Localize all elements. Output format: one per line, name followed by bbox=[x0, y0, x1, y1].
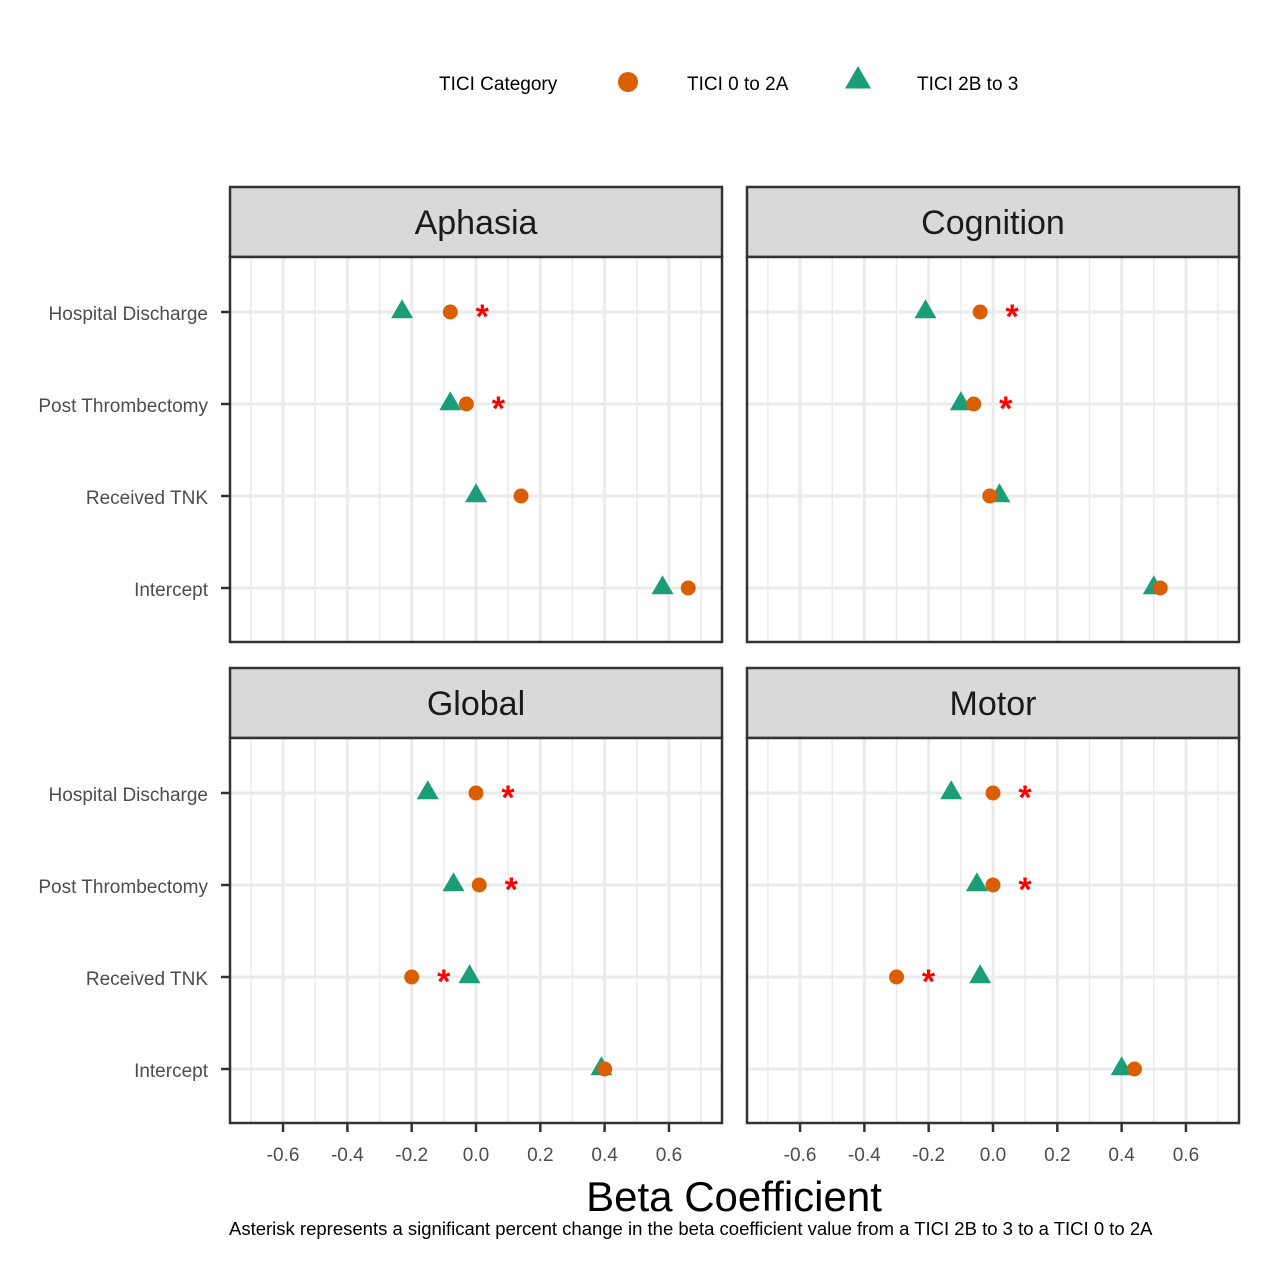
significance-asterisk: * bbox=[922, 963, 936, 1001]
y-tick-label: Received TNK bbox=[86, 969, 208, 990]
point-tici-2b-3 bbox=[914, 299, 937, 319]
panel-border bbox=[228, 255, 724, 644]
x-tick-label: 0.2 bbox=[527, 1145, 553, 1166]
panel-motor: Motor * * * -0.6 -0.4 -0.2 0.0 0.2 0.4 0.6 bbox=[745, 666, 1241, 1166]
point-tici-0-2a bbox=[985, 877, 1001, 893]
x-tick-label: -0.2 bbox=[395, 1145, 428, 1166]
legend-label-tici-2b-3: TICI 2B to 3 bbox=[917, 74, 1018, 95]
y-tick-label: Post Thrombectomy bbox=[38, 396, 208, 417]
point-tici-0-2a bbox=[889, 969, 905, 985]
legend-title: TICI Category bbox=[439, 74, 558, 95]
significance-asterisk: * bbox=[437, 963, 451, 1001]
x-tick-label: 0.0 bbox=[980, 1145, 1006, 1166]
y-tick-label: Post Thrombectomy bbox=[38, 877, 208, 898]
point-tici-0-2a bbox=[597, 1061, 613, 1077]
significance-asterisk: * bbox=[505, 871, 519, 909]
point-tici-0-2a bbox=[1126, 1061, 1142, 1077]
point-tici-0-2a bbox=[468, 785, 484, 801]
legend: TICI Category TICI 0 to 2A TICI 2B to 3 bbox=[439, 66, 1018, 95]
panel-strip bbox=[228, 185, 724, 259]
panel-cognition: Cognition * * bbox=[745, 185, 1241, 644]
x-tick-label: -0.4 bbox=[331, 1145, 364, 1166]
point-tici-2b-3 bbox=[416, 780, 439, 800]
point-tici-0-2a bbox=[680, 580, 696, 596]
x-tick-label: 0.4 bbox=[1108, 1145, 1135, 1166]
panel-strip bbox=[228, 666, 724, 740]
y-tick-label: Hospital Discharge bbox=[49, 304, 208, 325]
x-tick-label: 0.6 bbox=[656, 1145, 682, 1166]
point-tici-0-2a bbox=[404, 969, 420, 985]
panel-aphasia: Aphasia * * Hospital Discharge Post Thrombec… bbox=[38, 185, 724, 644]
y-tick-label: Intercept bbox=[134, 580, 209, 601]
panel-strip bbox=[745, 185, 1241, 259]
significance-asterisk: * bbox=[999, 390, 1013, 428]
panel-strip bbox=[745, 666, 1241, 740]
panel-border bbox=[745, 255, 1241, 644]
point-tici-0-2a bbox=[966, 396, 982, 412]
y-tick-label: Hospital Discharge bbox=[49, 785, 208, 806]
point-tici-2b-3 bbox=[940, 780, 963, 800]
point-tici-2b-3 bbox=[391, 299, 414, 319]
x-tick-label: -0.6 bbox=[267, 1145, 300, 1166]
legend-circle-icon bbox=[618, 72, 638, 92]
point-tici-2b-3 bbox=[439, 391, 462, 411]
point-tici-0-2a bbox=[471, 877, 487, 893]
point-tici-2b-3 bbox=[442, 872, 465, 892]
x-tick-label: -0.6 bbox=[784, 1145, 817, 1166]
point-tici-2b-3 bbox=[1110, 1056, 1133, 1076]
y-tick-label: Intercept bbox=[134, 1061, 209, 1082]
significance-asterisk: * bbox=[492, 390, 506, 428]
point-tici-0-2a bbox=[513, 488, 529, 504]
point-tici-2b-3 bbox=[965, 872, 988, 892]
point-tici-0-2a bbox=[985, 785, 1001, 801]
point-tici-0-2a bbox=[972, 304, 988, 320]
legend-triangle-icon bbox=[845, 66, 871, 89]
point-tici-2b-3 bbox=[651, 575, 674, 595]
point-tici-0-2a bbox=[442, 304, 458, 320]
significance-asterisk: * bbox=[476, 298, 490, 336]
x-tick-label: 0.0 bbox=[463, 1145, 489, 1166]
chart-caption: Asterisk represents a significant percen… bbox=[229, 1218, 1153, 1239]
x-tick-label: 0.4 bbox=[591, 1145, 618, 1166]
x-tick-label: -0.4 bbox=[848, 1145, 881, 1166]
panel-title: Aphasia bbox=[415, 204, 538, 242]
y-tick-label: Received TNK bbox=[86, 488, 208, 509]
x-tick-label: -0.2 bbox=[912, 1145, 945, 1166]
point-tici-2b-3 bbox=[949, 391, 972, 411]
point-tici-0-2a bbox=[458, 396, 474, 412]
significance-asterisk: * bbox=[1006, 298, 1020, 336]
panel-global: Global * * * Hospital Discharge Post Thrombec… bbox=[38, 666, 724, 1166]
x-tick-label: 0.2 bbox=[1044, 1145, 1070, 1166]
legend-label-tici-0-2a: TICI 0 to 2A bbox=[687, 74, 789, 95]
panel-title: Global bbox=[427, 685, 525, 723]
significance-asterisk: * bbox=[501, 779, 515, 817]
significance-asterisk: * bbox=[1018, 779, 1032, 817]
point-tici-0-2a bbox=[1152, 580, 1168, 596]
point-tici-2b-3 bbox=[969, 964, 992, 984]
x-axis-title: Beta Coefficient bbox=[586, 1173, 882, 1220]
point-tici-0-2a bbox=[982, 488, 998, 504]
significance-asterisk: * bbox=[1018, 871, 1032, 909]
panel-title: Cognition bbox=[921, 204, 1065, 242]
point-tici-2b-3 bbox=[458, 964, 481, 984]
point-tici-2b-3 bbox=[465, 483, 487, 503]
x-tick-label: 0.6 bbox=[1173, 1145, 1199, 1166]
panel-title: Motor bbox=[950, 685, 1037, 723]
